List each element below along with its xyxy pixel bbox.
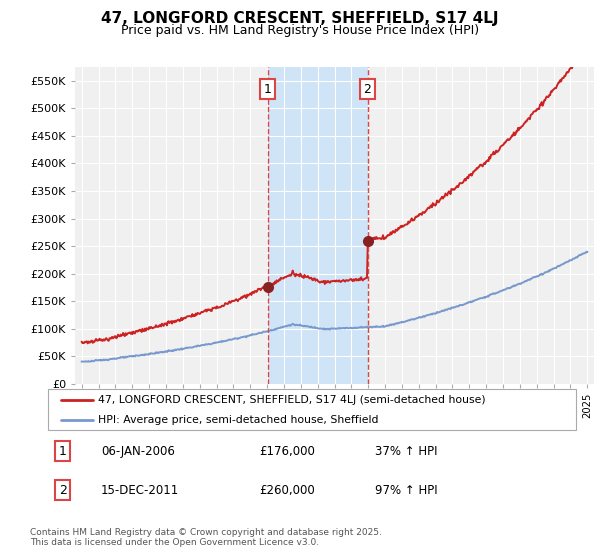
Text: 06-JAN-2006: 06-JAN-2006 — [101, 445, 175, 458]
Bar — [268, 67, 368, 384]
Text: £260,000: £260,000 — [259, 484, 315, 497]
Text: 97% ↑ HPI: 97% ↑ HPI — [376, 484, 438, 497]
Text: 1: 1 — [264, 83, 272, 96]
Text: Contains HM Land Registry data © Crown copyright and database right 2025.
This d: Contains HM Land Registry data © Crown c… — [30, 528, 382, 547]
Text: HPI: Average price, semi-detached house, Sheffield: HPI: Average price, semi-detached house,… — [98, 415, 379, 425]
FancyBboxPatch shape — [48, 389, 576, 430]
Text: 2: 2 — [364, 83, 371, 96]
Text: 15-DEC-2011: 15-DEC-2011 — [101, 484, 179, 497]
Text: £176,000: £176,000 — [259, 445, 315, 458]
Text: Price paid vs. HM Land Registry's House Price Index (HPI): Price paid vs. HM Land Registry's House … — [121, 24, 479, 37]
Text: 47, LONGFORD CRESCENT, SHEFFIELD, S17 4LJ: 47, LONGFORD CRESCENT, SHEFFIELD, S17 4L… — [101, 11, 499, 26]
Text: 37% ↑ HPI: 37% ↑ HPI — [376, 445, 438, 458]
Text: 1: 1 — [59, 445, 67, 458]
Text: 2: 2 — [59, 484, 67, 497]
Text: 47, LONGFORD CRESCENT, SHEFFIELD, S17 4LJ (semi-detached house): 47, LONGFORD CRESCENT, SHEFFIELD, S17 4L… — [98, 395, 486, 405]
